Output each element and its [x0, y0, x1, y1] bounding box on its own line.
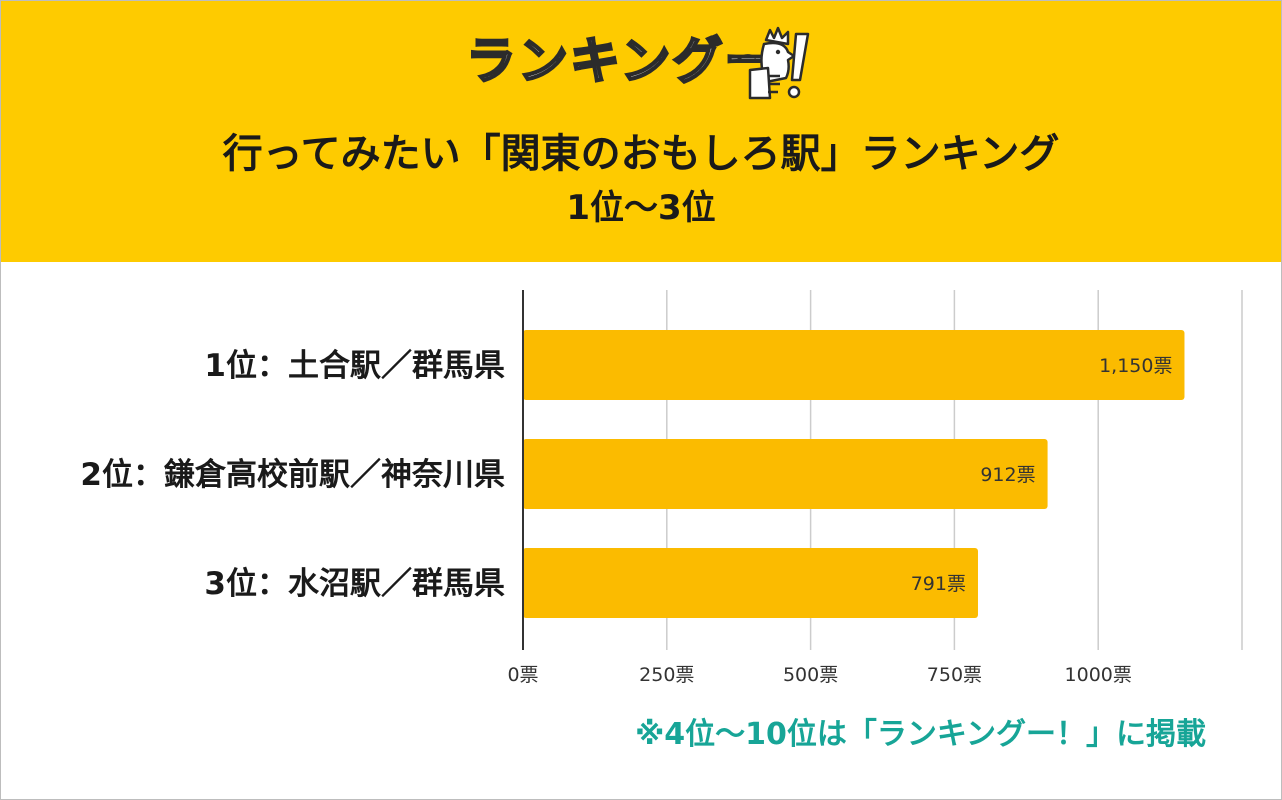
tick-label-4: 1000票	[1065, 664, 1132, 686]
bar-2	[523, 439, 1048, 509]
header-banner: ランキングー 行ってみたい「関東のおもしろ駅」ランキング 1位〜3位	[0, 0, 1282, 262]
value-label-1: 1,150票	[1099, 355, 1172, 377]
page-title: 行ってみたい「関東のおもしろ駅」ランキング	[222, 131, 1060, 177]
value-label-2: 912票	[980, 464, 1035, 486]
bar-1	[523, 330, 1185, 400]
tick-label-2: 500票	[783, 664, 838, 686]
ranking-bar-chart: 1,150票 1位：土合駅／群馬県 912票 2位：鎌倉高校前駅／神奈川県 791票 3位…	[0, 262, 1282, 708]
tick-label-1: 250票	[639, 664, 694, 686]
footer-note: ※4位〜10位は「ランキングー！」に掲載	[635, 717, 1206, 752]
bar-3	[523, 548, 978, 618]
ranking-goo-logo[interactable]: ランキングー	[465, 20, 816, 102]
logo-text: ランキングー	[465, 31, 777, 92]
value-label-3: 791票	[911, 573, 966, 595]
page-subtitle: 1位〜3位	[566, 188, 716, 228]
category-label-2: 2位：鎌倉高校前駅／神奈川県	[80, 457, 505, 493]
tick-label-3: 750票	[927, 664, 982, 686]
thumbs-up-chicken-icon	[737, 26, 810, 100]
category-label-3: 3位：水沼駅／群馬県	[204, 566, 505, 602]
tick-label-0: 0票	[507, 664, 538, 686]
bar-chart-svg: 1,150票 1位：土合駅／群馬県 912票 2位：鎌倉高校前駅／神奈川県 791票 3位…	[80, 290, 1243, 686]
category-label-1: 1位：土合駅／群馬県	[204, 348, 505, 384]
